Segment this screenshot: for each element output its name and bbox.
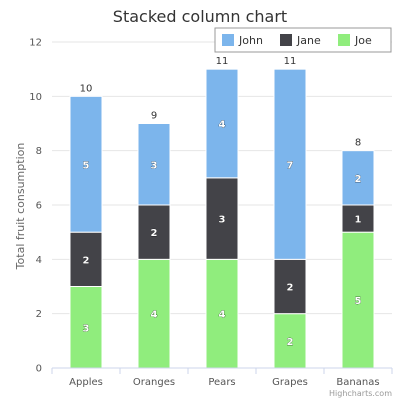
x-tick-label: Grapes: [272, 377, 308, 388]
data-label: 4: [219, 310, 226, 321]
bar-segment-jane[interactable]: [205, 177, 239, 260]
stack-total-label: 9: [151, 111, 157, 122]
bar-segment-joe[interactable]: [205, 258, 239, 369]
data-label: 2: [83, 255, 90, 266]
x-axis-ticks: Apples Oranges Pears Grapes Bananas: [51, 368, 393, 388]
stack-total-label: 11: [216, 56, 229, 67]
y-tick-label: 2: [36, 309, 42, 320]
bar-segment-joe[interactable]: [273, 313, 307, 369]
y-tick-label: 12: [29, 38, 42, 49]
legend-label-john[interactable]: John: [238, 34, 263, 47]
data-label: 4: [151, 310, 158, 321]
y-tick-label: 4: [36, 255, 42, 266]
y-tick-label: 10: [29, 92, 42, 103]
bar-segment-john[interactable]: [273, 68, 307, 260]
credits[interactable]: Highcharts.com: [329, 389, 392, 398]
legend-box: [214, 27, 392, 53]
y-axis-ticks: 0 2 4 6 8 10 12: [29, 38, 42, 375]
legend-swatch-jane[interactable]: [280, 34, 292, 46]
y-tick-label: 0: [36, 364, 42, 375]
data-label: 2: [287, 283, 294, 294]
bar-segment-jane[interactable]: [137, 204, 171, 260]
bar-segment-joe[interactable]: [341, 231, 375, 369]
legend-swatch-john[interactable]: [222, 34, 234, 46]
y-tick-label: 6: [36, 201, 42, 212]
bar-segment-john[interactable]: [205, 68, 239, 179]
x-tick-label: Bananas: [336, 377, 379, 388]
y-tick-label: 8: [36, 146, 42, 157]
bar-segment-jane[interactable]: [273, 258, 307, 315]
data-label: 2: [355, 174, 362, 185]
stack-totals: 10 9 11 11 8: [80, 56, 362, 149]
data-labels: 3 2 5 4 2 3 4 3 4 2 2 7 5 1 2: [82, 119, 362, 348]
chart-title: Stacked column chart: [113, 7, 287, 26]
bar-segment-john[interactable]: [341, 150, 375, 206]
data-label: 4: [219, 120, 226, 131]
legend-swatch-joe[interactable]: [338, 34, 350, 46]
bar-segment-john[interactable]: [137, 123, 171, 206]
legend-label-jane[interactable]: Jane: [296, 34, 321, 47]
legend-label-joe[interactable]: Joe: [354, 34, 372, 47]
data-label: 5: [83, 160, 90, 171]
x-tick-label: Pears: [208, 377, 235, 388]
legend: John Jane Joe: [214, 27, 392, 53]
stack-total-label: 10: [80, 83, 93, 94]
bar-segment-jane[interactable]: [69, 231, 103, 288]
data-label: 3: [83, 323, 90, 334]
bar-segment-jane[interactable]: [341, 204, 375, 233]
data-label: 7: [287, 160, 294, 171]
x-tick-label: Oranges: [133, 377, 175, 388]
data-label: 5: [355, 296, 362, 307]
x-tick-label: Apples: [69, 377, 103, 388]
bars: [69, 68, 375, 369]
data-label: 1: [355, 215, 362, 226]
stack-total-label: 11: [284, 56, 297, 67]
bar-segment-john[interactable]: [69, 95, 103, 233]
data-label: 3: [151, 160, 158, 171]
stack-total-label: 8: [355, 138, 361, 149]
data-label: 2: [151, 228, 158, 239]
data-label: 2: [287, 337, 294, 348]
y-axis-label: Total fruit consumption: [14, 143, 27, 271]
data-label: 3: [219, 215, 226, 226]
